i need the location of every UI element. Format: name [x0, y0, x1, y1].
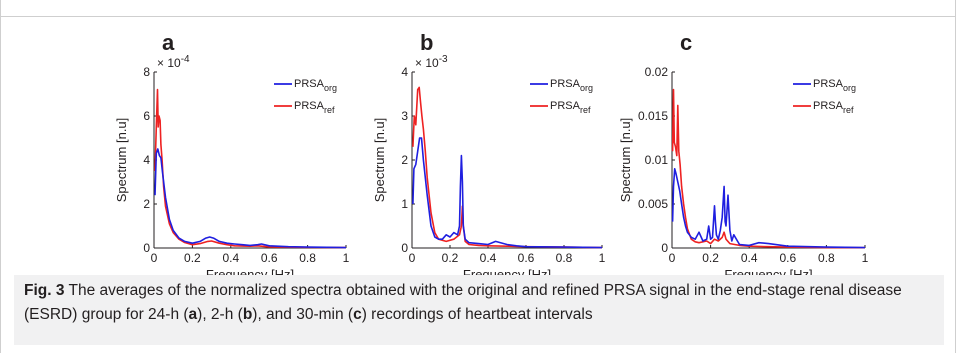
- figure-caption: Fig. 3 The averages of the normalized sp…: [14, 275, 944, 345]
- series-line-ref: [671, 88, 866, 249]
- x-tick-label: 0: [669, 251, 676, 265]
- series-line-org: [412, 137, 603, 249]
- x-tick-label: 0.2: [442, 251, 459, 265]
- x-tick-label: 0: [151, 251, 158, 265]
- caption-text-part: ), and 30-min (: [252, 306, 354, 323]
- x-tick-label: 0.8: [818, 251, 835, 265]
- y-tick-label: 3: [401, 109, 408, 123]
- figure-caption-text: The averages of the normalized spectra o…: [24, 282, 902, 323]
- y-tick-label: 0: [401, 241, 408, 255]
- y-tick-label: 4: [401, 65, 408, 79]
- axis-multiplier: × 10-3: [415, 54, 448, 70]
- chart-panel-c: c 0 0.2 0.4 0.6 0.8 1 0 0.005 0.01 0.015 0.02 Freque…: [618, 30, 869, 275]
- y-axis-label: Spectrum [n.u]: [372, 118, 387, 203]
- legend-label: PRSAref: [813, 100, 854, 115]
- y-tick-label: 2: [401, 153, 408, 167]
- y-axis-label: Spectrum [n.u]: [618, 118, 633, 203]
- x-axis-label: Frequency [Hz]: [463, 267, 551, 275]
- axis-multiplier: × 10-4: [157, 54, 190, 70]
- x-tick-label: 0.6: [261, 251, 278, 265]
- legend-label: PRSAorg: [813, 78, 856, 93]
- x-tick-label: 1: [599, 251, 606, 265]
- legend-label: PRSAorg: [294, 78, 337, 93]
- legend-label: PRSAorg: [550, 78, 593, 93]
- y-tick-label: 0.015: [638, 109, 668, 123]
- panel-label: b: [420, 30, 433, 55]
- x-tick-label: 0.8: [299, 251, 316, 265]
- y-tick-label: 0.01: [645, 153, 669, 167]
- legend-label: PRSAref: [550, 100, 591, 115]
- x-tick-label: 1: [343, 251, 350, 265]
- y-tick-label: 6: [143, 109, 150, 123]
- y-tick-label: 0.005: [638, 197, 668, 211]
- caption-panel-ref: b: [242, 306, 253, 323]
- series-line-org: [154, 148, 347, 249]
- y-tick-label: 4: [143, 153, 150, 167]
- x-tick-label: 0.6: [779, 251, 796, 265]
- caption-panel-ref: c: [353, 306, 362, 323]
- y-tick-label: 2: [143, 197, 150, 211]
- series-line-org: [671, 168, 866, 249]
- x-tick-label: 0.2: [702, 251, 719, 265]
- caption-panel-ref: a: [188, 306, 198, 323]
- x-axis-label: Frequency [Hz]: [724, 267, 812, 275]
- x-tick-label: 0: [409, 251, 416, 265]
- caption-text-part: ) recordings of heartbeat intervals: [361, 306, 593, 323]
- y-tick-label: 0: [143, 241, 150, 255]
- y-axis-label: Spectrum [n.u]: [114, 118, 129, 203]
- x-tick-label: 0.2: [184, 251, 201, 265]
- legend-label: PRSAref: [294, 100, 335, 115]
- y-tick-label: 0: [661, 241, 668, 255]
- x-axis-label: Frequency [Hz]: [206, 267, 294, 275]
- chart-panel-b: b× 10-3 0 0.2 0.4 0.6 0.8 1 0 1 2 3 4 Frequency [Hz]…: [372, 30, 606, 275]
- caption-text-part: The averages of the normalized spectra o…: [24, 282, 902, 323]
- figure-charts: a× 10-4 0 0.2 0.4 0.6 0.8 1 0 2 4 6 8 Frequency [Hz]…: [114, 30, 869, 275]
- series-line-ref: [154, 88, 347, 249]
- y-tick-label: 1: [401, 197, 408, 211]
- panel-label: c: [680, 30, 692, 55]
- x-tick-label: 0.4: [480, 251, 497, 265]
- figure-top-rule: [0, 16, 956, 17]
- figure-caption-label: Fig. 3: [24, 282, 65, 299]
- x-tick-label: 0.4: [222, 251, 239, 265]
- x-tick-label: 1: [862, 251, 869, 265]
- caption-text-part: ), 2-h (: [197, 306, 243, 323]
- panel-label: a: [162, 30, 175, 55]
- y-tick-label: 8: [143, 65, 150, 79]
- x-tick-label: 0.8: [556, 251, 573, 265]
- x-tick-label: 0.6: [518, 251, 535, 265]
- series-line-ref: [412, 86, 603, 249]
- y-tick-label: 0.02: [645, 65, 669, 79]
- chart-panel-a: a× 10-4 0 0.2 0.4 0.6 0.8 1 0 2 4 6 8 Frequency [Hz]…: [114, 30, 350, 275]
- x-tick-label: 0.4: [741, 251, 758, 265]
